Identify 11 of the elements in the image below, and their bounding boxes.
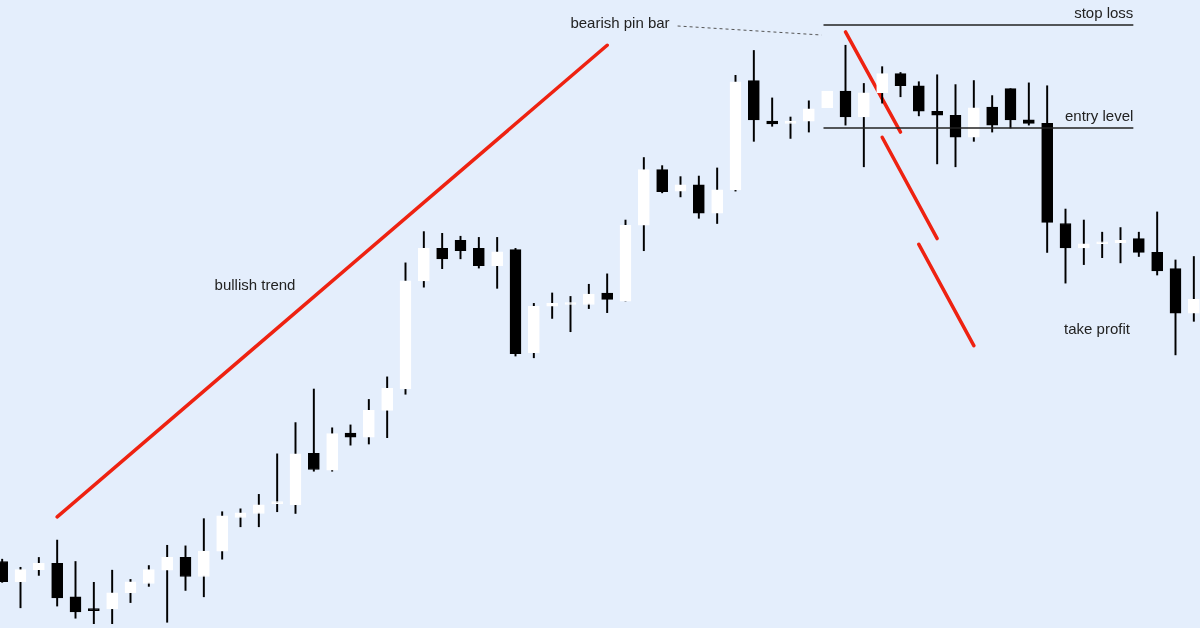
candlestick [88, 582, 100, 624]
annotation: bullish trend [214, 276, 296, 294]
candlestick [271, 453, 283, 513]
ref-line-label: stop loss [1074, 3, 1134, 21]
text: bearish pin bar [570, 14, 670, 32]
candlestick [1023, 82, 1035, 126]
candlestick [1096, 231, 1108, 258]
candlestick [931, 74, 943, 165]
annotation: take profit [1064, 320, 1131, 338]
ref-line-label: entry level [1064, 106, 1134, 124]
candlestick [1078, 219, 1090, 265]
